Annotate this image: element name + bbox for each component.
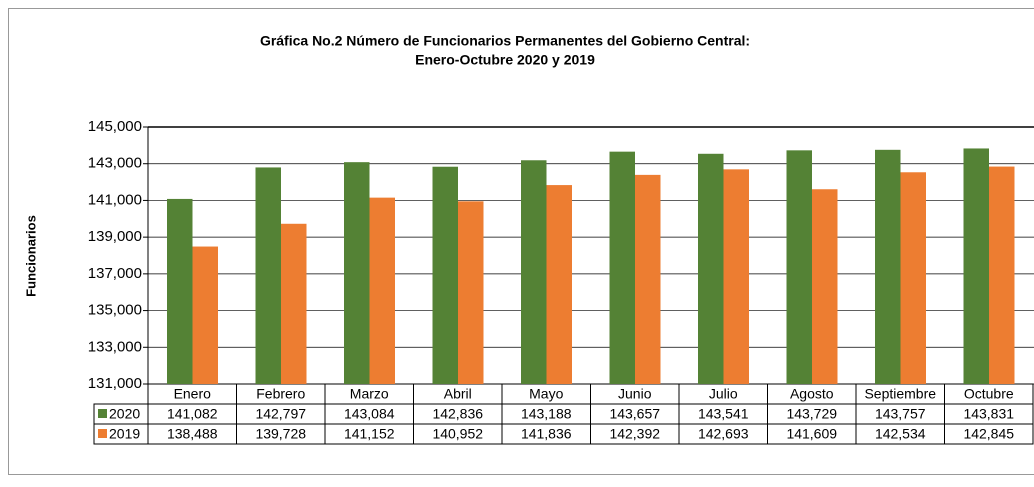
bar xyxy=(458,201,484,384)
table-value: 142,836 xyxy=(432,406,483,422)
table-value: 142,534 xyxy=(875,426,926,442)
bar xyxy=(786,150,812,384)
y-tick-label: 143,000 xyxy=(88,155,142,172)
bar xyxy=(609,151,635,384)
bar xyxy=(900,172,926,384)
table-value: 142,693 xyxy=(698,426,749,442)
table-value: 143,657 xyxy=(609,406,660,422)
table-value: 138,488 xyxy=(167,426,218,442)
table-value: 143,188 xyxy=(521,406,572,422)
table-value: 141,836 xyxy=(521,426,572,442)
x-tick-label: Octubre xyxy=(964,386,1014,402)
bar xyxy=(635,174,661,384)
bar xyxy=(698,153,724,384)
bar xyxy=(432,166,458,384)
legend-label: 2019 xyxy=(109,426,140,442)
bar xyxy=(812,189,838,384)
table-value: 141,609 xyxy=(786,426,837,442)
y-tick-label: 131,000 xyxy=(88,375,142,392)
table-value: 141,152 xyxy=(344,426,395,442)
bar xyxy=(875,149,901,384)
x-tick-label: Septiembre xyxy=(864,386,936,402)
table-value: 142,797 xyxy=(255,406,306,422)
table-value: 141,082 xyxy=(167,406,218,422)
y-tick-label: 135,000 xyxy=(88,302,142,319)
bar xyxy=(369,197,395,384)
x-tick-label: Febrero xyxy=(256,386,305,402)
chart-title: Enero-Octubre 2020 y 2019 xyxy=(415,52,595,68)
bar xyxy=(546,185,572,384)
x-tick-label: Julio xyxy=(709,386,738,402)
table-value: 143,084 xyxy=(344,406,395,422)
table-value: 142,392 xyxy=(609,426,660,442)
table-value: 143,757 xyxy=(875,406,926,422)
chart-title: Gráfica No.2 Número de Funcionarios Perm… xyxy=(260,33,750,49)
bar xyxy=(344,162,370,384)
bar xyxy=(281,223,307,384)
x-tick-label: Junio xyxy=(618,386,652,402)
y-axis-label: Funcionarios xyxy=(23,215,38,297)
bar xyxy=(167,198,193,384)
bar xyxy=(192,246,218,384)
legend-label: 2020 xyxy=(109,406,140,422)
x-tick-label: Mayo xyxy=(529,386,563,402)
legend-swatch xyxy=(98,429,107,438)
x-tick-label: Marzo xyxy=(350,386,389,402)
table-value: 143,541 xyxy=(698,406,749,422)
table-value: 139,728 xyxy=(255,426,306,442)
table-value: 142,845 xyxy=(963,426,1014,442)
y-tick-label: 139,000 xyxy=(88,228,142,245)
legend-swatch xyxy=(98,409,107,418)
y-tick-label: 141,000 xyxy=(88,191,142,208)
bar xyxy=(963,148,989,384)
bar xyxy=(521,160,547,384)
bar xyxy=(723,169,749,384)
table-value: 140,952 xyxy=(432,426,483,442)
bar xyxy=(255,167,281,384)
table-value: 143,729 xyxy=(786,406,837,422)
x-tick-label: Agosto xyxy=(790,386,834,402)
table-value: 143,831 xyxy=(963,406,1014,422)
y-tick-label: 133,000 xyxy=(88,338,142,355)
y-tick-label: 137,000 xyxy=(88,265,142,282)
x-tick-label: Abril xyxy=(444,386,472,402)
x-tick-label: Enero xyxy=(174,386,212,402)
y-tick-label: 145,000 xyxy=(88,118,142,135)
bar xyxy=(989,166,1015,384)
